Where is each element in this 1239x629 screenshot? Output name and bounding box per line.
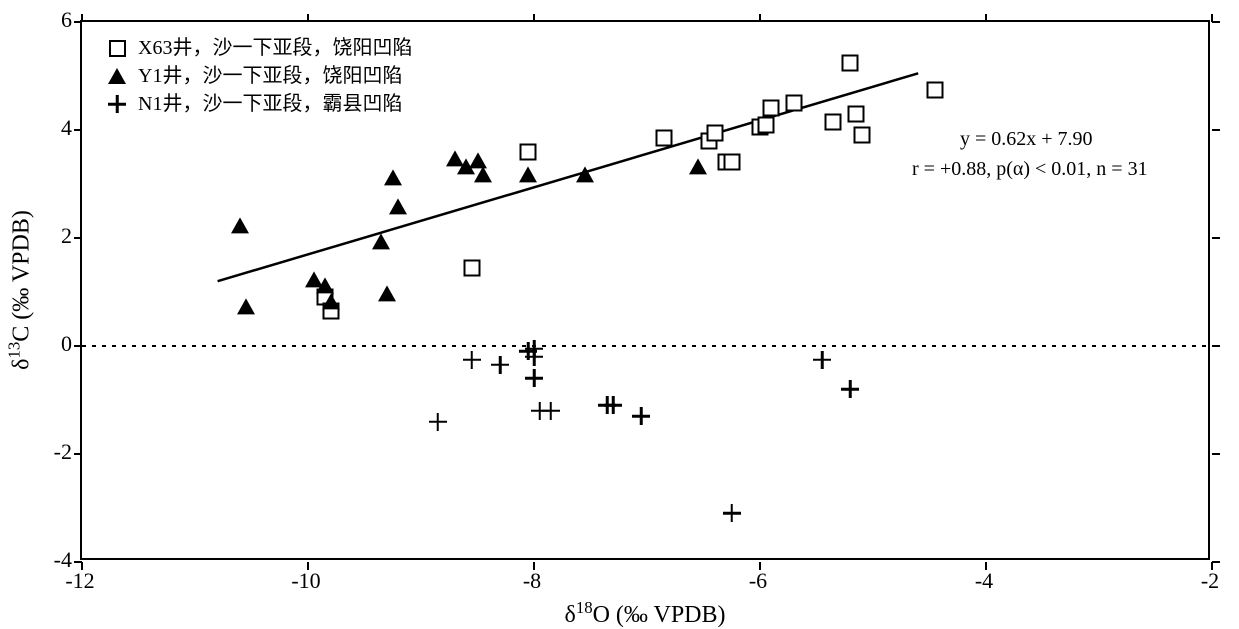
- data-point-Y1: [372, 234, 390, 250]
- data-point-Y1: [322, 293, 340, 309]
- data-point-N1: [723, 504, 741, 522]
- legend-item: N1井，沙一下亚段，霸县凹陷: [102, 90, 412, 118]
- y-tick-mark: [74, 21, 82, 23]
- data-point-N1: [841, 380, 859, 398]
- data-point-Y1: [519, 166, 537, 182]
- square-icon: [102, 37, 132, 59]
- data-point-X63: [825, 113, 842, 130]
- y-tick-mark-right: [1212, 129, 1220, 131]
- data-point-N1: [542, 402, 560, 420]
- data-point-N1: [632, 407, 650, 425]
- data-point-Y1: [231, 218, 249, 234]
- y-tick-mark: [74, 129, 82, 131]
- data-point-X63: [785, 95, 802, 112]
- plot-area: X63井，沙一下亚段，饶阳凹陷Y1井，沙一下亚段，饶阳凹陷N1井，沙一下亚段，霸…: [80, 20, 1210, 560]
- y-tick-mark-right: [1212, 453, 1220, 455]
- x-tick-mark-top: [307, 14, 309, 22]
- y-tick-mark-right: [1212, 237, 1220, 239]
- data-point-Y1: [316, 277, 334, 293]
- y-tick-label: 0: [2, 331, 72, 357]
- x-tick-label: -6: [749, 568, 767, 594]
- y-tick-mark-right: [1212, 345, 1220, 347]
- x-axis-label: δ18O (‰ VPDB): [565, 598, 726, 629]
- y-tick-label: 2: [2, 223, 72, 249]
- legend-label: X63井，沙一下亚段，饶阳凹陷: [138, 34, 412, 62]
- data-point-X63: [842, 54, 859, 71]
- annotation-text: r = +0.88, p(α) < 0.01, n = 31: [912, 158, 1148, 181]
- triangle-icon: [102, 65, 132, 87]
- annotation-text: y = 0.62x + 7.90: [960, 128, 1093, 151]
- y-tick-label: 4: [2, 115, 72, 141]
- y-tick-label: -4: [2, 547, 72, 573]
- data-point-X63: [927, 81, 944, 98]
- y-tick-mark-right: [1212, 561, 1220, 563]
- x-tick-mark-top: [985, 14, 987, 22]
- x-tick-label: -10: [291, 568, 320, 594]
- data-point-X63: [520, 143, 537, 160]
- y-tick-mark: [74, 345, 82, 347]
- x-tick-mark-top: [533, 14, 535, 22]
- data-point-X63: [757, 116, 774, 133]
- x-tick-mark-top: [759, 14, 761, 22]
- data-point-N1: [491, 356, 509, 374]
- scatter-plot: X63井，沙一下亚段，饶阳凹陷Y1井，沙一下亚段，饶阳凹陷N1井，沙一下亚段，霸…: [80, 20, 1210, 560]
- data-point-X63: [655, 130, 672, 147]
- data-point-X63: [763, 100, 780, 117]
- legend: X63井，沙一下亚段，饶阳凹陷Y1井，沙一下亚段，饶阳凹陷N1井，沙一下亚段，霸…: [102, 34, 412, 118]
- data-point-N1: [525, 369, 543, 387]
- data-point-Y1: [689, 158, 707, 174]
- data-point-Y1: [576, 166, 594, 182]
- x-tick-label: -8: [523, 568, 541, 594]
- data-point-Y1: [378, 285, 396, 301]
- data-point-N1: [525, 348, 543, 366]
- data-point-X63: [706, 124, 723, 141]
- data-point-Y1: [237, 299, 255, 315]
- y-tick-mark: [74, 237, 82, 239]
- y-tick-mark: [74, 561, 82, 563]
- data-point-Y1: [474, 166, 492, 182]
- y-tick-label: 6: [2, 7, 72, 33]
- data-point-N1: [463, 351, 481, 369]
- legend-label: Y1井，沙一下亚段，饶阳凹陷: [138, 62, 402, 90]
- data-point-X63: [723, 154, 740, 171]
- legend-label: N1井，沙一下亚段，霸县凹陷: [138, 90, 402, 118]
- data-point-X63: [853, 127, 870, 144]
- legend-item: X63井，沙一下亚段，饶阳凹陷: [102, 34, 412, 62]
- x-tick-label: -4: [975, 568, 993, 594]
- data-point-N1: [429, 413, 447, 431]
- y-tick-mark-right: [1212, 21, 1220, 23]
- data-point-N1: [813, 351, 831, 369]
- y-tick-label: -2: [2, 439, 72, 465]
- plus-icon: [102, 93, 132, 115]
- data-point-N1: [604, 396, 622, 414]
- legend-item: Y1井，沙一下亚段，饶阳凹陷: [102, 62, 412, 90]
- data-point-X63: [463, 259, 480, 276]
- data-point-X63: [848, 105, 865, 122]
- x-tick-label: -2: [1201, 568, 1219, 594]
- y-tick-mark: [74, 453, 82, 455]
- data-point-Y1: [389, 199, 407, 215]
- data-point-Y1: [384, 169, 402, 185]
